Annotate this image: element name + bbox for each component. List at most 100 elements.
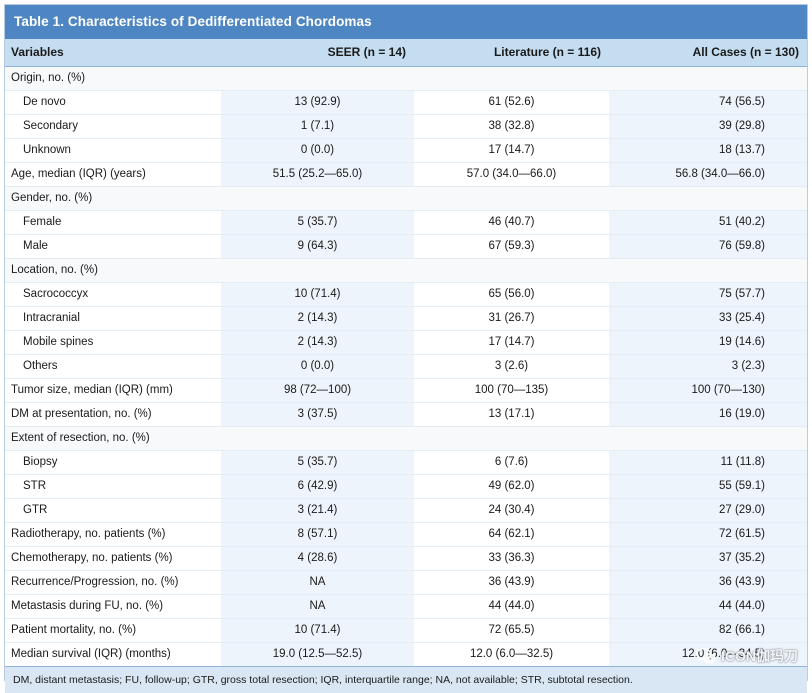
- row-label: Patient mortality, no. (%): [11, 624, 137, 636]
- cell-literature: 38 (32.8): [488, 120, 535, 132]
- table-row: Mobile spines 2 (14.3) 17 (14.7) 19 (14.6): [5, 331, 807, 355]
- table-row: STR 6 (42.9) 49 (62.0) 55 (59.1): [5, 475, 807, 499]
- cell-literature: 67 (59.3): [488, 240, 535, 252]
- row-label: DM at presentation, no. (%): [11, 408, 152, 420]
- row-label: GTR: [23, 504, 48, 516]
- cell-literature: [414, 187, 609, 210]
- cell-literature: [414, 67, 609, 90]
- row-label: Tumor size, median (IQR) (mm): [11, 384, 173, 396]
- table-row: Metastasis during FU, no. (%) NA 44 (44.0)…: [5, 595, 807, 619]
- cell-literature: 61 (52.6): [488, 96, 535, 108]
- cell-seer: [221, 67, 414, 90]
- cell-all-cases: [609, 427, 807, 450]
- table-row: Gender, no. (%): [5, 187, 807, 211]
- cell-seer: 2 (14.3): [221, 331, 414, 354]
- row-label: Radiotherapy, no. patients (%): [11, 528, 166, 540]
- cell-all-cases: 33 (25.4): [609, 307, 807, 330]
- cell-literature: 33 (36.3): [488, 552, 535, 564]
- table-row: Recurrence/Progression, no. (%) NA 36 (43.…: [5, 571, 807, 595]
- cell-literature: 72 (65.5): [488, 624, 535, 636]
- column-header-literature: Literature (n = 116): [493, 45, 601, 59]
- table-row: Radiotherapy, no. patients (%) 8 (57.1) 64…: [5, 523, 807, 547]
- cell-all-cases: 72 (61.5): [609, 523, 807, 546]
- cell-all-cases: 51 (40.2): [609, 211, 807, 234]
- row-label: Biopsy: [23, 456, 58, 468]
- table-row: Location, no. (%): [5, 259, 807, 283]
- cell-seer: 98 (72—100): [221, 379, 414, 402]
- table-header: Variables SEER (n = 14) Literature (n = …: [5, 39, 807, 67]
- row-label: Unknown: [23, 144, 71, 156]
- row-label: Recurrence/Progression, no. (%): [11, 576, 179, 588]
- cell-literature: 3 (2.6): [494, 360, 529, 372]
- cell-literature: 24 (30.4): [488, 504, 535, 516]
- cell-literature: [414, 259, 609, 282]
- cell-all-cases: 11 (11.8): [609, 451, 807, 474]
- cell-all-cases: [609, 259, 807, 282]
- table-container: Table 1. Characteristics of Dedifferenti…: [4, 4, 808, 693]
- row-label: Intracranial: [23, 312, 80, 324]
- cell-seer: 1 (7.1): [221, 115, 414, 138]
- table-row: Extent of resection, no. (%): [5, 427, 807, 451]
- cell-seer: 10 (71.4): [221, 283, 414, 306]
- cell-literature: 13 (17.1): [488, 408, 535, 420]
- cell-literature: 46 (40.7): [488, 216, 535, 228]
- cell-all-cases: 100 (70—130): [609, 379, 807, 402]
- table-row: Unknown 0 (0.0) 17 (14.7) 18 (13.7): [5, 139, 807, 163]
- watermark-text: ICON伽玛刀: [721, 648, 798, 664]
- row-label: Sacrococcyx: [23, 288, 89, 300]
- cell-seer: NA: [221, 571, 414, 594]
- cell-seer: [221, 427, 414, 450]
- cell-literature: [414, 427, 609, 450]
- table-row: Others 0 (0.0) 3 (2.6) 3 (2.3): [5, 355, 807, 379]
- cell-all-cases: 76 (59.8): [609, 235, 807, 258]
- table-title: Table 1. Characteristics of Dedifferenti…: [5, 5, 807, 39]
- table-row: Sacrococcyx 10 (71.4) 65 (56.0) 75 (57.7): [5, 283, 807, 307]
- table-row: Chemotherapy, no. patients (%) 4 (28.6) 33…: [5, 547, 807, 571]
- cell-seer: [221, 259, 414, 282]
- column-header-seer: SEER (n = 14): [327, 45, 406, 59]
- table-row: Patient mortality, no. (%) 10 (71.4) 72 (6…: [5, 619, 807, 643]
- cell-literature: 100 (70—135): [474, 384, 549, 396]
- cell-literature: 49 (62.0): [488, 480, 535, 492]
- cell-all-cases: 36 (43.9): [609, 571, 807, 594]
- cell-all-cases: 44 (44.0): [609, 595, 807, 618]
- row-label: STR: [23, 480, 46, 492]
- cell-all-cases: 75 (57.7): [609, 283, 807, 306]
- table-row: DM at presentation, no. (%) 3 (37.5) 13 (1…: [5, 403, 807, 427]
- cell-literature: 64 (62.1): [488, 528, 535, 540]
- cell-all-cases: 18 (13.7): [609, 139, 807, 162]
- table-row: Tumor size, median (IQR) (mm) 98 (72—100)…: [5, 379, 807, 403]
- row-label: Extent of resection, no. (%): [11, 432, 150, 444]
- cell-seer: 3 (21.4): [221, 499, 414, 522]
- row-label: Median survival (IQR) (months): [11, 648, 171, 660]
- table-row: Female 5 (35.7) 46 (40.7) 51 (40.2): [5, 211, 807, 235]
- cell-literature: 12.0 (6.0—32.5): [469, 648, 554, 660]
- row-label: Metastasis during FU, no. (%): [11, 600, 164, 612]
- cell-literature: 31 (26.7): [488, 312, 535, 324]
- cell-all-cases: [609, 67, 807, 90]
- wechat-icon: [696, 647, 716, 664]
- cell-seer: 4 (28.6): [221, 547, 414, 570]
- cell-literature: 57.0 (34.0—66.0): [466, 168, 557, 180]
- cell-all-cases: 55 (59.1): [609, 475, 807, 498]
- table-row: Biopsy 5 (35.7) 6 (7.6) 11 (11.8): [5, 451, 807, 475]
- cell-seer: 6 (42.9): [221, 475, 414, 498]
- cell-all-cases: 19 (14.6): [609, 331, 807, 354]
- cell-all-cases: 74 (56.5): [609, 91, 807, 114]
- cell-all-cases: 3 (2.3): [609, 355, 807, 378]
- cell-seer: 51.5 (25.2—65.0): [221, 163, 414, 186]
- row-label: Secondary: [23, 120, 78, 132]
- table-row: De novo 13 (92.9) 61 (52.6) 74 (56.5): [5, 91, 807, 115]
- row-label: Others: [23, 360, 58, 372]
- column-header-all-cases: All Cases (n = 130): [692, 45, 799, 59]
- cell-seer: 9 (64.3): [221, 235, 414, 258]
- row-label: Age, median (IQR) (years): [11, 168, 146, 180]
- cell-literature: 44 (44.0): [488, 600, 535, 612]
- cell-seer: 2 (14.3): [221, 307, 414, 330]
- cell-literature: 65 (56.0): [488, 288, 535, 300]
- row-label: De novo: [23, 96, 66, 108]
- cell-seer: 10 (71.4): [221, 619, 414, 642]
- cell-seer: 0 (0.0): [221, 139, 414, 162]
- cell-seer: 13 (92.9): [221, 91, 414, 114]
- cell-all-cases: 56.8 (34.0—66.0): [609, 163, 807, 186]
